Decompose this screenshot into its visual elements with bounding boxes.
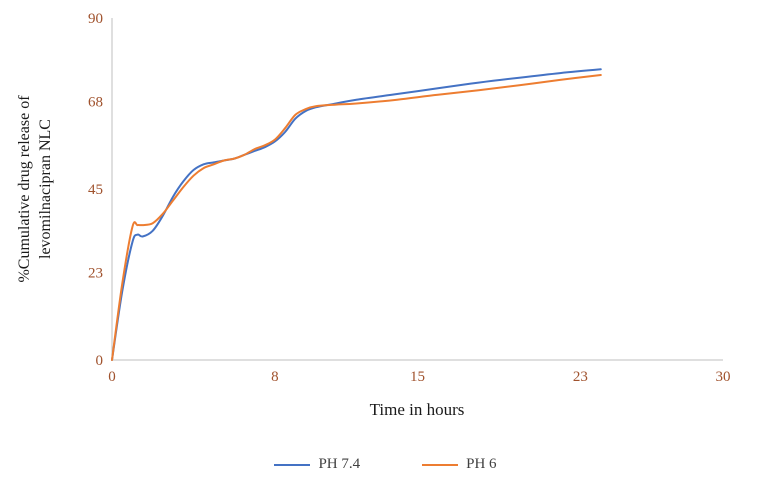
legend-item-ph74: PH 7.4 [274,456,360,473]
y-tick-label: 23 [88,266,103,282]
y-tick-label: 90 [88,11,103,27]
y-axis-title-line2: levomilnacipran NLC [37,119,54,259]
y-tick-label: 45 [88,182,103,198]
x-tick-label: 30 [716,369,731,385]
y-axis-title-line1: %Cumulative drug release of [16,95,34,283]
legend-label-ph74: PH 7.4 [318,456,361,472]
x-tick-label: 8 [271,369,279,385]
x-tick-label: 15 [410,369,425,385]
legend-item-ph6: PH 6 [422,456,497,473]
legend-line-swatch-ph74 [274,463,311,466]
x-tick-label: 0 [108,369,116,385]
y-tick-label: 68 [88,95,103,111]
legend-line-swatch-ph6 [422,463,459,466]
chart-legend: PH 7.4 PH 6 [0,456,771,473]
x-axis-title: Time in hours [369,400,465,419]
x-tick-label: 23 [573,369,588,385]
series-line-ph-6 [111,74,602,361]
y-axis-title: %Cumulative drug release of levomilnacip… [15,95,57,282]
series-line-ph-7-4 [111,68,602,361]
y-tick-label: 0 [96,353,104,369]
legend-label-ph6: PH 6 [466,456,497,472]
